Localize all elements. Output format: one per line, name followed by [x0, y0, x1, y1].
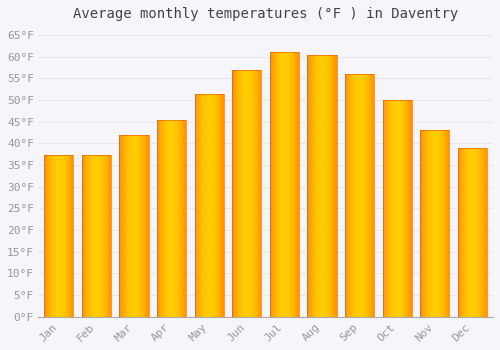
Bar	[382, 100, 412, 317]
Bar	[157, 120, 186, 317]
Bar	[308, 55, 336, 317]
Bar	[232, 70, 262, 317]
Bar	[420, 130, 450, 317]
Bar	[458, 148, 487, 317]
Bar	[44, 155, 74, 317]
Bar	[345, 74, 374, 317]
Bar	[82, 155, 111, 317]
Title: Average monthly temperatures (°F ) in Daventry: Average monthly temperatures (°F ) in Da…	[73, 7, 458, 21]
Bar	[194, 94, 224, 317]
Bar	[120, 135, 148, 317]
Bar	[270, 52, 299, 317]
